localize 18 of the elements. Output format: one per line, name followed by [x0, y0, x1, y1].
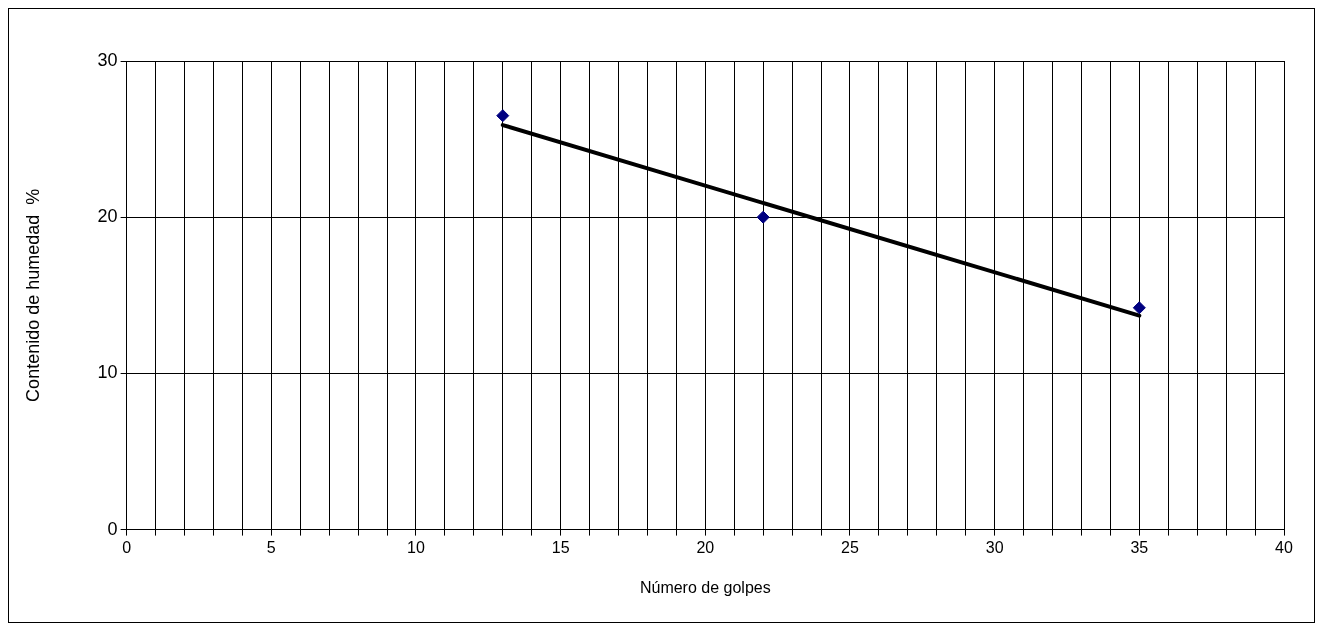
x-tick-label: 20 — [696, 538, 715, 556]
y-tick-label: 20 — [97, 206, 118, 227]
x-tick-label: 0 — [122, 538, 132, 556]
x-tick-label: 5 — [266, 538, 276, 556]
x-axis-title: Número de golpes — [639, 578, 771, 596]
x-tick-label: 40 — [1275, 538, 1293, 556]
point — [496, 109, 510, 123]
y-axis-title: Contenido de humedad % — [22, 188, 43, 402]
point — [756, 210, 770, 224]
x-tick-label: 30 — [985, 538, 1004, 556]
x-tick-label: 15 — [551, 538, 570, 556]
y-tick-label: 10 — [97, 362, 118, 383]
x-tick-label: 10 — [407, 538, 425, 556]
x-tick-label: 35 — [1130, 538, 1149, 556]
point — [1132, 301, 1146, 315]
y-tick-label: 0 — [107, 518, 118, 539]
x-tick-label: 25 — [841, 538, 859, 556]
y-tick-label: 30 — [97, 49, 118, 70]
